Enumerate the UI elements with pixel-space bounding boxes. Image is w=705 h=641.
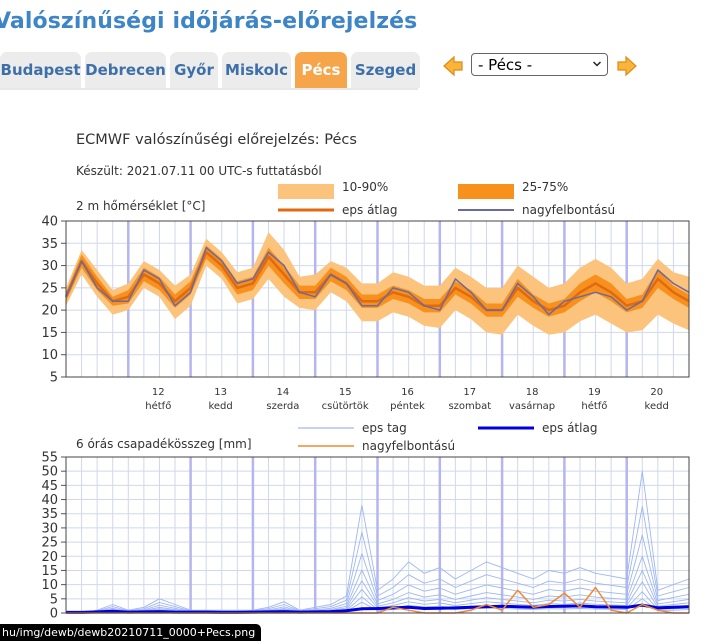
temp-day-label: 18 bbox=[526, 387, 539, 398]
legend-label-precip-hires: nagyfelbontású bbox=[362, 439, 455, 453]
temp-ytick-label: 35 bbox=[41, 237, 58, 252]
precip-ytick-label: 10 bbox=[41, 578, 58, 593]
temp-day-label: 19 bbox=[588, 387, 601, 398]
temp-day-label: 14 bbox=[277, 387, 290, 398]
precip-ytick-label: 25 bbox=[41, 536, 58, 551]
precip-day-label: 19 bbox=[588, 623, 601, 624]
city-tabs: Budapest Debrecen Győr Miskolc Pécs Szeg… bbox=[0, 52, 420, 88]
legend-swatch-25-75 bbox=[458, 184, 514, 199]
temp-weekday-label: péntek bbox=[390, 400, 425, 412]
precip-day-label: 15 bbox=[339, 623, 352, 624]
legend-label-eps-mean: eps átlag bbox=[342, 203, 397, 217]
chart-subtitle: Készült: 2021.07.11 00 UTC-s futtatásból bbox=[76, 164, 322, 178]
precip-ytick-label: 35 bbox=[41, 507, 58, 522]
band-25-75 bbox=[66, 245, 689, 317]
legend-swatch-10-90 bbox=[278, 184, 334, 199]
chart-title: ECMWF valószínűségi előrejelzés: Pécs bbox=[76, 132, 357, 148]
precip-ytick-label: 0 bbox=[50, 607, 58, 622]
eps-mean-temp-line bbox=[64, 250, 690, 312]
temp-plot-frame bbox=[65, 220, 690, 378]
precip-ylabel: 6 órás csapadékösszeg [mm] bbox=[76, 437, 252, 451]
temp-weekday-label: vasárnap bbox=[509, 400, 555, 412]
temp-day-label: 12 bbox=[152, 387, 165, 398]
tab-miskolc[interactable]: Miskolc bbox=[222, 52, 291, 88]
eps-member-line bbox=[66, 555, 690, 614]
precip-ytick-label: 45 bbox=[41, 479, 58, 494]
forecast-chart: ECMWF valószínűségi előrejelzés: Pécs Ké… bbox=[41, 132, 690, 624]
status-bar-url: hu/img/dewb/dewb20210711_0000+Pecs.png bbox=[0, 624, 262, 641]
temp-weekday-label: hétfő bbox=[581, 400, 607, 412]
temp-weekday-label: szombat bbox=[448, 401, 491, 412]
temp-day-label: 15 bbox=[339, 387, 352, 398]
legend-label-precip-mean: eps átlag bbox=[542, 421, 597, 435]
temp-day-label: 17 bbox=[463, 387, 476, 398]
precip-ytick-label: 30 bbox=[41, 521, 58, 536]
temp-ytick-label: 30 bbox=[41, 259, 58, 274]
eps-member-line bbox=[66, 534, 690, 614]
temp-ytick-label: 25 bbox=[41, 281, 58, 296]
legend-label-hires: nagyfelbontású bbox=[522, 203, 615, 217]
precip-day-label: 17 bbox=[463, 623, 476, 624]
chevron-down-icon bbox=[593, 61, 601, 67]
temp-weekday-label: csütörtök bbox=[322, 401, 369, 412]
precip-ytick-label: 20 bbox=[41, 550, 58, 565]
precip-ytick-label: 50 bbox=[41, 465, 58, 480]
temp-weekday-label: kedd bbox=[645, 401, 669, 412]
tab-pecs[interactable]: Pécs bbox=[295, 52, 347, 88]
tab-szeged[interactable]: Szeged bbox=[351, 52, 420, 88]
precip-ytick-label: 55 bbox=[41, 451, 58, 466]
precip-plot-frame bbox=[65, 456, 690, 614]
temp-ytick-label: 5 bbox=[50, 371, 58, 386]
legend-label-eps-member: eps tag bbox=[362, 421, 407, 435]
tab-gyor[interactable]: Győr bbox=[170, 52, 218, 88]
precip-ytick-label: 40 bbox=[41, 493, 58, 508]
temp-ytick-label: 20 bbox=[41, 304, 58, 319]
temp-ytick-label: 40 bbox=[41, 215, 58, 230]
precip-day-label: 18 bbox=[526, 623, 539, 624]
temp-day-label: 20 bbox=[650, 387, 663, 398]
tab-debrecen[interactable]: Debrecen bbox=[85, 52, 166, 88]
precip-day-label: 20 bbox=[650, 623, 663, 624]
band-10-90 bbox=[66, 232, 689, 335]
temp-day-label: 13 bbox=[214, 387, 227, 398]
temp-ylabel: 2 m hőmérséklet [°C] bbox=[76, 199, 205, 213]
precip-day-label: 13 bbox=[214, 623, 227, 624]
precip-day-label: 14 bbox=[277, 623, 290, 624]
page-title: Valószínűségi időjárás-előrejelzés bbox=[0, 9, 418, 34]
eps-member-line bbox=[66, 470, 690, 614]
temp-ytick-label: 10 bbox=[41, 348, 58, 363]
city-select-value: - Pécs - bbox=[478, 55, 533, 74]
arrow-right-icon[interactable] bbox=[616, 55, 638, 77]
temp-weekday-label: kedd bbox=[208, 401, 232, 412]
tab-budapest[interactable]: Budapest bbox=[0, 52, 81, 88]
tab-underline bbox=[0, 88, 418, 90]
eps-member-line bbox=[66, 506, 690, 614]
eps-mean-precip-line bbox=[66, 603, 690, 614]
legend-label-10-90: 10-90% bbox=[342, 180, 388, 194]
city-select[interactable]: - Pécs - bbox=[471, 53, 608, 76]
arrow-left-icon[interactable] bbox=[442, 55, 464, 77]
precip-day-label: 16 bbox=[401, 623, 414, 624]
temp-ytick-label: 15 bbox=[41, 326, 58, 341]
precip-ytick-label: 15 bbox=[41, 564, 58, 579]
temp-day-label: 16 bbox=[401, 387, 414, 398]
temp-weekday-label: szerda bbox=[266, 401, 299, 412]
temp-weekday-label: hétfő bbox=[145, 400, 171, 412]
hires-temp-line bbox=[65, 246, 690, 316]
legend-label-25-75: 25-75% bbox=[522, 180, 568, 194]
precip-ytick-label: 5 bbox=[50, 592, 58, 607]
